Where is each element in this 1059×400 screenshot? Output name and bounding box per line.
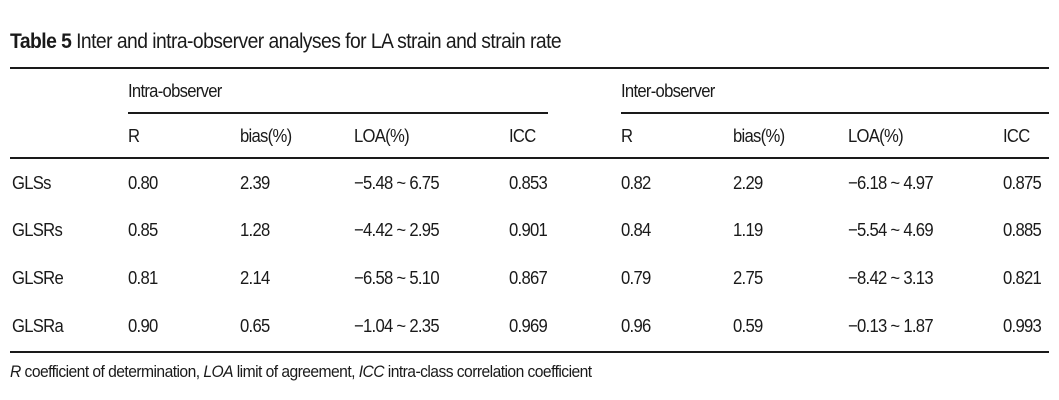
column-header: ICC	[1003, 125, 1030, 146]
footnote-r-text: coefficient of determination,	[20, 362, 204, 381]
table-title: Inter and intra-observer analyses for LA…	[76, 30, 562, 53]
footnote-r-abbr: R	[10, 362, 21, 381]
table-cell: 1.19	[733, 219, 763, 240]
column-header: R	[128, 125, 140, 146]
footnote-icc-abbr: ICC	[358, 362, 385, 381]
table-cell: 0.90	[128, 315, 158, 336]
table-cell: −5.54 ~ 4.69	[848, 219, 934, 240]
table-cell: 0.79	[621, 267, 651, 288]
table-top-rule	[10, 67, 1049, 69]
group-header-intra-observer: Intra-observer	[128, 80, 222, 101]
table-cell: 0.84	[621, 219, 651, 240]
table-cell: 2.29	[733, 172, 763, 193]
column-header: LOA(%)	[848, 125, 904, 146]
column-header: R	[621, 125, 633, 146]
table-footnote: R coefficient of determination, LOA limi…	[10, 362, 592, 382]
table-cell: 0.901	[509, 219, 548, 240]
group-header-inter-observer: Inter-observer	[621, 80, 715, 101]
table-cell: 0.853	[509, 172, 548, 193]
table-cell: 0.80	[128, 172, 158, 193]
footnote-loa-abbr: LOA	[203, 362, 233, 381]
table-cell: 0.821	[1003, 267, 1042, 288]
table-cell: −6.18 ~ 4.97	[848, 172, 934, 193]
table-cell: 0.85	[128, 219, 158, 240]
table-cell: 0.969	[509, 315, 548, 336]
table-cell: 0.993	[1003, 315, 1042, 336]
table-cell: 0.82	[621, 172, 651, 193]
row-label: GLSRs	[12, 219, 63, 240]
table-cell: 0.81	[128, 267, 158, 288]
table-cell: 2.14	[240, 267, 270, 288]
row-label: GLSRa	[12, 315, 64, 336]
header-bottom-rule	[10, 157, 1049, 159]
row-label: GLSRe	[12, 267, 64, 288]
table-cell: 0.867	[509, 267, 548, 288]
table-label: Table 5	[10, 30, 72, 53]
table-cell: −0.13 ~ 1.87	[848, 315, 934, 336]
table-cell: −1.04 ~ 2.35	[354, 315, 440, 336]
column-header: ICC	[509, 125, 536, 146]
table-cell: 2.75	[733, 267, 763, 288]
table-cell: 0.65	[240, 315, 270, 336]
table-cell: −5.48 ~ 6.75	[354, 172, 440, 193]
table-cell: 1.28	[240, 219, 270, 240]
table-cell: 2.39	[240, 172, 270, 193]
inter-observer-rule	[621, 112, 1049, 114]
table-bottom-rule	[10, 351, 1049, 353]
intra-observer-rule	[128, 112, 548, 114]
table-cell: −8.42 ~ 3.13	[848, 267, 934, 288]
table-cell: 0.59	[733, 315, 763, 336]
table-caption: Table 5 Inter and intra-observer analyse…	[10, 30, 562, 54]
row-label: GLSs	[12, 172, 51, 193]
footnote-icc-text: intra-class correlation coefficient	[383, 362, 592, 381]
table-cell: 0.875	[1003, 172, 1042, 193]
column-header: LOA(%)	[354, 125, 410, 146]
column-header: bias(%)	[240, 125, 292, 146]
footnote-loa-text: limit of agreement,	[232, 362, 359, 381]
table-cell: −6.58 ~ 5.10	[354, 267, 440, 288]
table-cell: 0.885	[1003, 219, 1042, 240]
table-cell: −4.42 ~ 2.95	[354, 219, 440, 240]
column-header: bias(%)	[733, 125, 785, 146]
table-cell: 0.96	[621, 315, 651, 336]
